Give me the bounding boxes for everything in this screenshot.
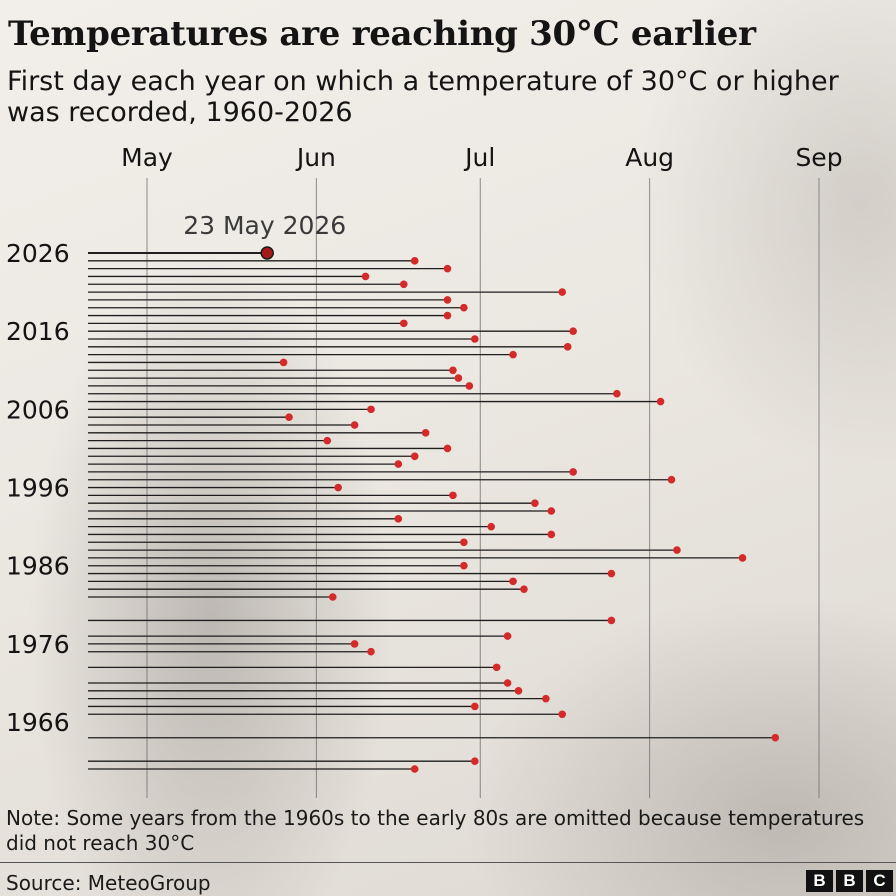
lollipop-dot xyxy=(613,389,621,398)
y-tick-label: 2016 xyxy=(6,317,70,346)
lollipop-dot xyxy=(509,577,517,586)
annotation-label: 23 May 2026 xyxy=(183,211,346,240)
x-tick-label: Jun xyxy=(295,143,336,172)
lollipop-chart: May Jun Jul Aug Sep 2026 2016 2006 1996 1986 1976 1… xyxy=(6,143,843,798)
lollipop-dot xyxy=(449,491,457,500)
lollipop-dot xyxy=(673,546,681,554)
lollipop-dot xyxy=(285,413,293,421)
x-tick-label: Aug xyxy=(625,143,674,172)
footer-divider xyxy=(0,862,896,863)
y-tick-label: 2006 xyxy=(6,395,70,424)
lollipop-dot xyxy=(547,530,556,539)
lollipop-dot xyxy=(607,569,616,578)
lollipop-dot xyxy=(394,515,403,523)
x-tick-label: Jul xyxy=(463,143,495,172)
lollipop-dot xyxy=(569,327,577,335)
lollipop-dot xyxy=(279,358,288,367)
lollipop-dot xyxy=(323,436,332,445)
lollipop-dot xyxy=(514,687,523,695)
lollipop-dot xyxy=(410,257,419,265)
bbc-logo: B B C xyxy=(806,870,893,892)
lollipop-dot xyxy=(454,374,463,382)
x-tick-label: Sep xyxy=(795,143,842,172)
logo-letter: B xyxy=(806,870,833,892)
lollipop-dot xyxy=(569,468,577,476)
lollipop-dot xyxy=(367,405,375,414)
y-tick-label: 1986 xyxy=(6,552,70,581)
lollipop-dot xyxy=(509,350,517,359)
lollipop-dot xyxy=(443,296,452,304)
lollipop-dot xyxy=(531,499,539,507)
y-tick-label: 1976 xyxy=(6,630,70,659)
chart-subtitle: First day each year on which a temperatu… xyxy=(7,66,839,128)
lollipop-dot xyxy=(487,522,495,531)
x-tick-label: May xyxy=(121,143,173,172)
lollipop-dot xyxy=(367,647,375,656)
y-tick-label: 2026 xyxy=(6,239,70,268)
lollipop-dot xyxy=(607,616,616,625)
chart-note: Note: Some years from the 1960s to the e… xyxy=(6,806,865,855)
lollipop-dot xyxy=(350,640,359,648)
y-tick-label: 1996 xyxy=(6,474,70,503)
lollipop-dot xyxy=(361,272,370,281)
lollipop-dot xyxy=(542,694,550,703)
lollipop-dot xyxy=(394,460,403,468)
logo-letter: B xyxy=(836,870,863,892)
lollipop-dot xyxy=(667,475,676,484)
lollipop-dot xyxy=(421,429,430,437)
lollipop-dot xyxy=(350,421,359,429)
lollipop-dot xyxy=(410,452,419,461)
lollipop-dot xyxy=(656,397,665,406)
lollipop-dot xyxy=(443,264,452,273)
lollipop-dot xyxy=(443,311,452,320)
lollipop-dot xyxy=(334,483,343,492)
lollipop-dot xyxy=(503,632,512,640)
lollipop-dot xyxy=(547,507,556,515)
lollipop-dot xyxy=(492,663,501,672)
lollipop-dot xyxy=(771,733,780,742)
lollipop-dot xyxy=(563,343,572,351)
lollipop-dot xyxy=(443,444,452,453)
lollipop-dot xyxy=(738,554,747,562)
lollipop-dot xyxy=(558,288,567,296)
lollipop-dot xyxy=(558,710,567,719)
lollipop-dot xyxy=(328,593,337,601)
lollipop-dot-highlight xyxy=(260,246,274,260)
lollipop-dot xyxy=(471,335,479,343)
chart-title: Temperatures are reaching 30°C earlier xyxy=(8,14,756,54)
lollipop-dot xyxy=(410,765,419,773)
lollipop-dot xyxy=(460,561,468,570)
lollipop-dot xyxy=(399,319,408,328)
lollipop-dot xyxy=(460,538,468,547)
lollipop-dot xyxy=(503,679,512,687)
source-label: Source: MeteoGroup xyxy=(6,871,211,895)
lollipop-dot xyxy=(465,382,474,390)
lollipop-dot xyxy=(460,303,468,312)
logo-letter: C xyxy=(866,870,893,892)
lollipop-dot xyxy=(520,585,528,593)
y-tick-label: 1966 xyxy=(6,708,70,737)
lollipop-dot xyxy=(399,280,408,289)
lollipop-dot xyxy=(471,702,479,711)
lollipop-dot xyxy=(471,757,479,765)
lollipop-dot xyxy=(449,366,457,375)
